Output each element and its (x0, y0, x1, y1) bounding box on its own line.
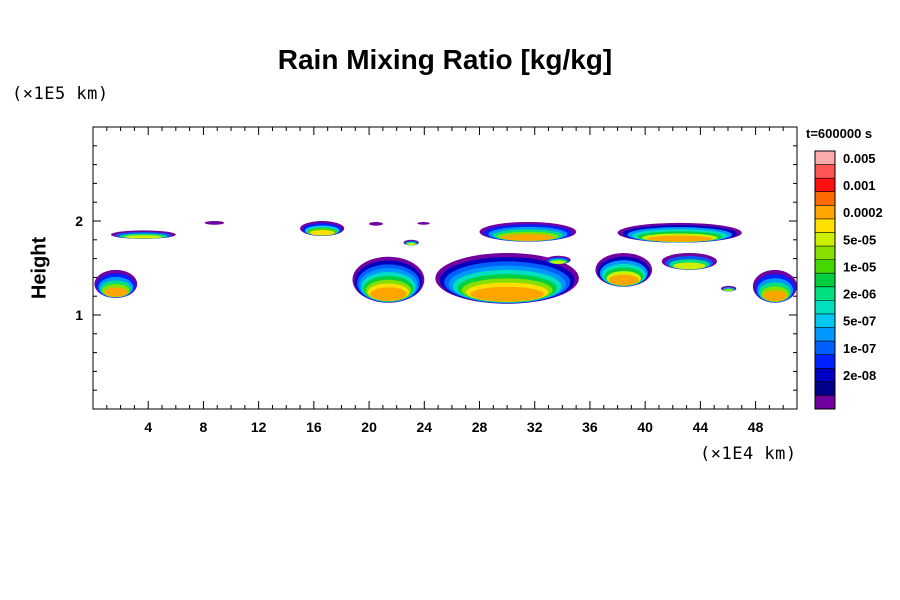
rain-contour (470, 286, 544, 302)
y-scale-label: (×1E5 km) (12, 84, 109, 104)
x-tick-label: 44 (693, 419, 709, 435)
colorbar-swatch (815, 368, 835, 383)
colorbar-swatch (815, 395, 835, 410)
rain-region (661, 252, 717, 270)
rain-contour (370, 287, 407, 301)
rain-region (300, 221, 345, 237)
rain-region (545, 255, 571, 265)
colorbar-swatch (815, 354, 835, 369)
rain-contour (204, 221, 225, 225)
y-tick-label: 2 (75, 213, 83, 229)
colorbar-label: 5e-07 (843, 314, 876, 329)
rain-region (94, 269, 138, 299)
rain-region (479, 221, 577, 242)
x-tick-label: 12 (251, 419, 267, 435)
colorbar-swatch (815, 191, 835, 206)
y-tick-label: 1 (75, 307, 83, 323)
rain-region (369, 221, 383, 226)
rain-contour (723, 288, 734, 292)
colorbar-label: 0.0002 (843, 205, 883, 220)
colorbar-swatch (815, 218, 835, 233)
rain-contour (608, 274, 639, 286)
rain-contour (104, 287, 128, 297)
colorbar-label: 0.005 (843, 151, 876, 166)
colorbar-swatch (815, 151, 835, 166)
x-tick-label: 48 (748, 419, 764, 435)
plot-frame (92, 126, 798, 410)
colorbar-swatch (815, 313, 835, 329)
rain-contour (369, 221, 383, 226)
colorbar-swatch (815, 300, 835, 315)
colorbar-swatch (815, 232, 835, 247)
colorbar-label: 5e-05 (843, 232, 876, 247)
colorbar-label: 2e-06 (843, 287, 876, 302)
colorbar-swatch (815, 246, 835, 261)
x-tick-label: 8 (200, 419, 208, 435)
rain-region (721, 285, 737, 292)
rain-contour (309, 230, 335, 236)
colorbar-swatch (815, 341, 835, 356)
colorbar-label: 1e-05 (843, 259, 876, 274)
rain-contour (673, 262, 706, 270)
colorbar-swatch (815, 178, 835, 193)
time-label: t=600000 s (806, 126, 873, 141)
rain-contour (501, 234, 554, 241)
x-tick-label: 32 (527, 419, 543, 435)
colorbar-label: 2e-08 (843, 368, 876, 383)
colorbar-label: 1e-07 (843, 341, 876, 356)
colorbar-swatch (815, 327, 835, 342)
rain-region (617, 222, 742, 243)
rain-contour (417, 221, 430, 225)
rain-contour (646, 235, 713, 242)
rain-region (403, 239, 419, 246)
x-tick-label: 24 (417, 419, 433, 435)
chart-title: Rain Mixing Ratio [kg/kg] (277, 44, 613, 75)
rain-region (595, 252, 653, 287)
colorbar-swatch (815, 205, 835, 220)
x-tick-label: 40 (637, 419, 653, 435)
rain-field-layer (94, 221, 797, 304)
x-tick-label: 16 (306, 419, 322, 435)
x-tick-label: 20 (361, 419, 377, 435)
rain-contour (124, 235, 163, 239)
rain-region (752, 269, 797, 303)
rain-region (204, 221, 225, 225)
rain-region (110, 230, 176, 239)
x-tick-label: 28 (472, 419, 488, 435)
x-tick-label: 4 (144, 419, 152, 435)
colorbar-swatch (815, 259, 835, 274)
rain-region (352, 256, 425, 303)
rain-contour (406, 242, 416, 246)
colorbar-swatch (815, 286, 835, 301)
colorbar-swatch (815, 381, 835, 396)
colorbar-frame (814, 150, 836, 410)
rain-contour (762, 290, 787, 302)
x-scale-label: (×1E4 km) (700, 444, 797, 464)
colorbar-label: 0.001 (843, 178, 876, 193)
x-tick-label: 36 (582, 419, 598, 435)
rain-contour (550, 260, 566, 264)
colorbar-swatch (815, 164, 835, 179)
colorbar: 0.005 0.001 0.0002 5e-05 1e-05 2e-06 5e-07 1e-0… (814, 150, 883, 410)
colorbar-swatch (815, 273, 835, 288)
rain-region (417, 221, 430, 225)
rain-region (435, 252, 579, 304)
